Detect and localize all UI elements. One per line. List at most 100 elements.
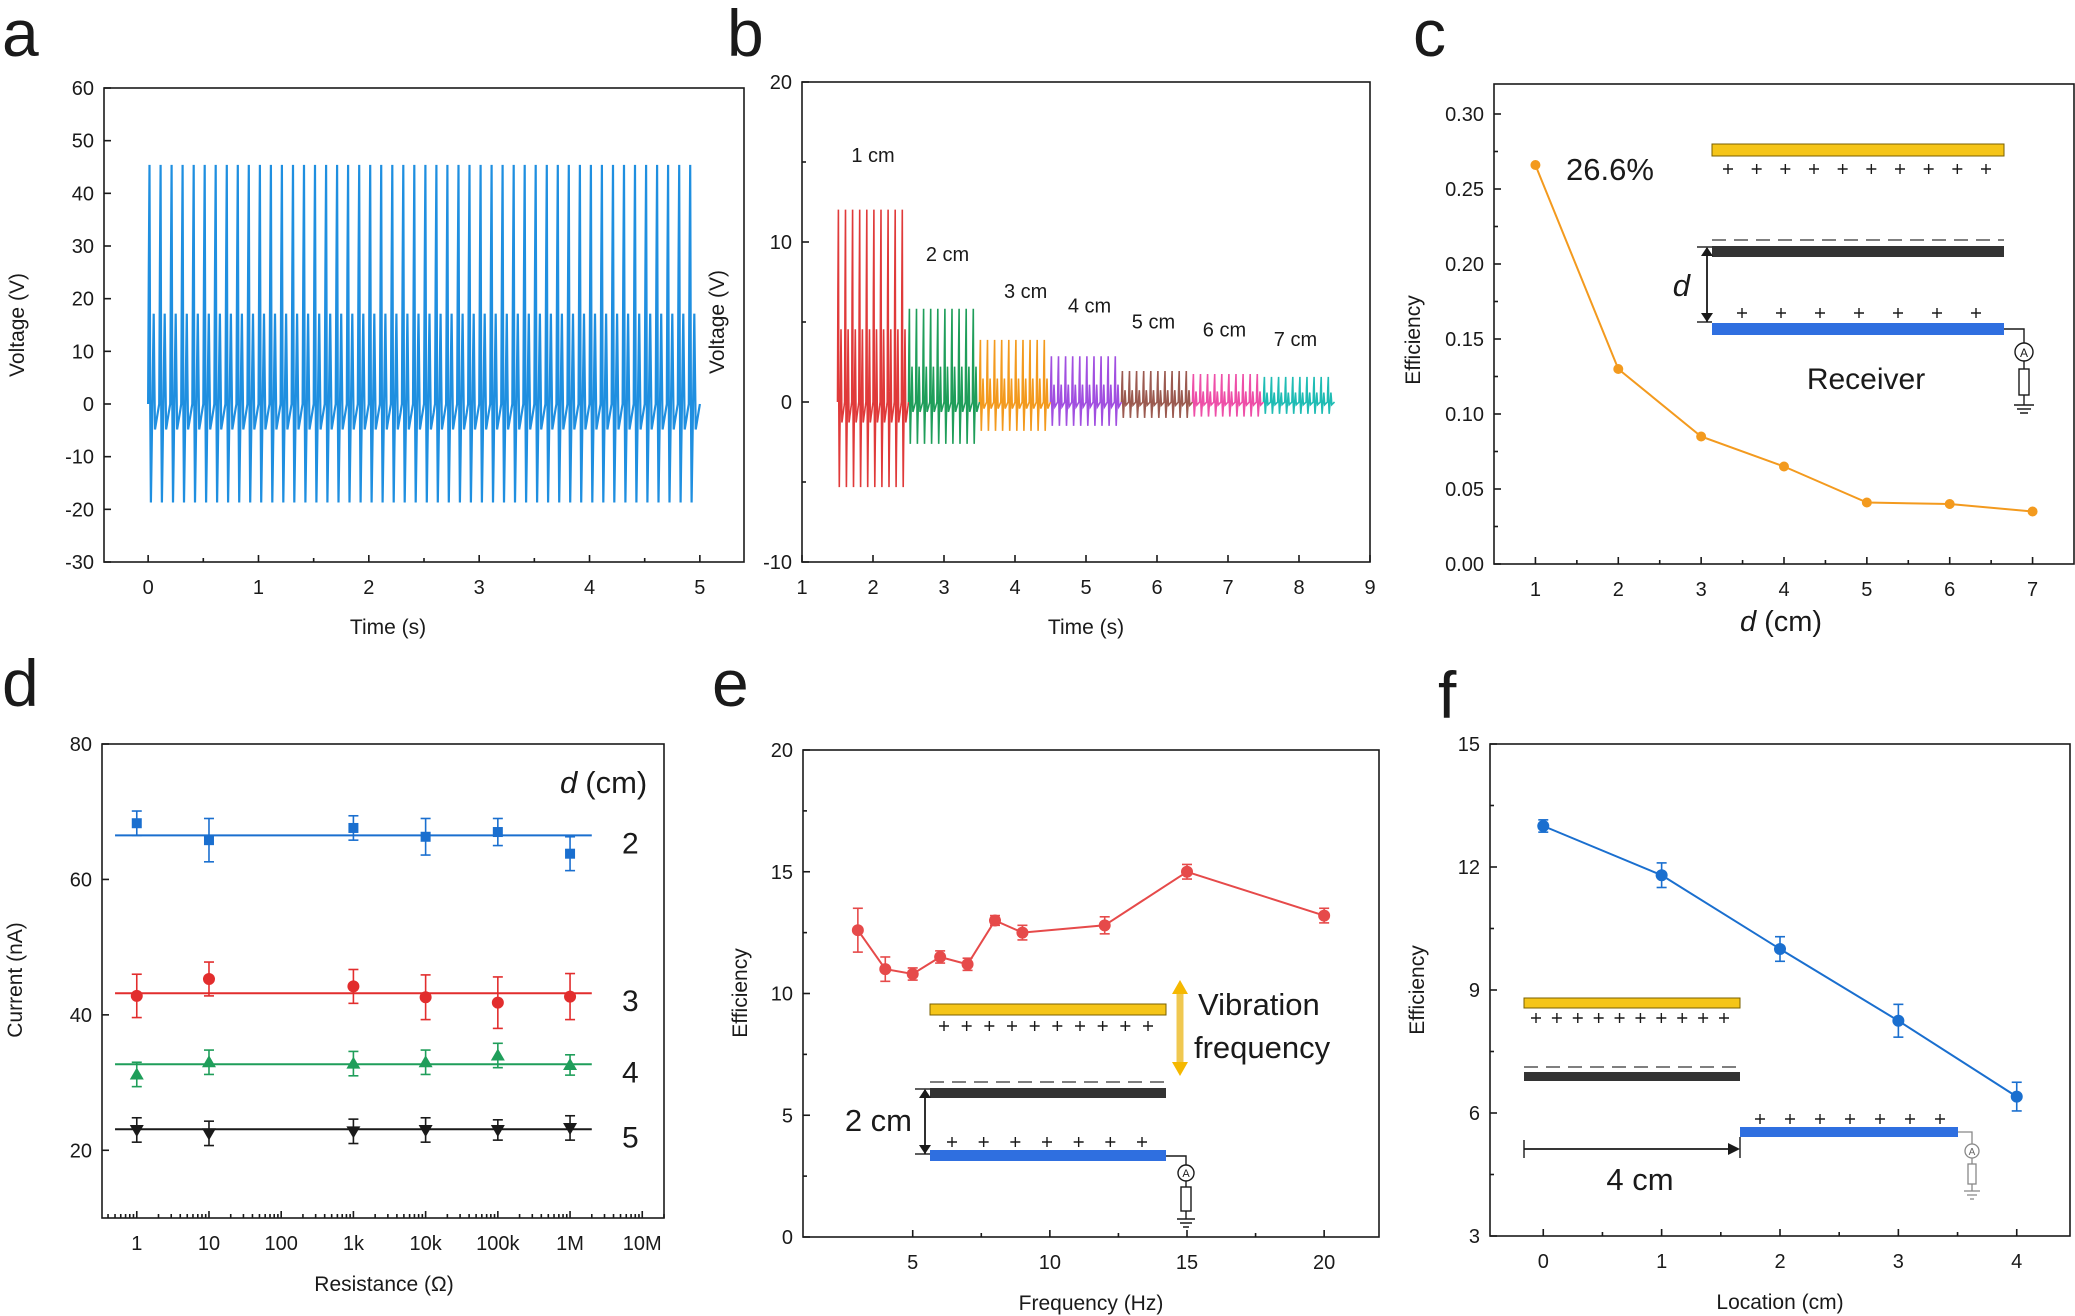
panel-e-y-axis-label: Efficiency bbox=[729, 948, 752, 1038]
panel-f-inset-resistor bbox=[1967, 1163, 1977, 1185]
c-y-tick-label: 0.30 bbox=[1445, 104, 1484, 126]
panel-e-inset-wire bbox=[1166, 1155, 1187, 1165]
panel-b-x-axis-label: Time (s) bbox=[1048, 616, 1124, 639]
panel-d-data-point bbox=[201, 1055, 216, 1068]
panel-d-data-point bbox=[419, 991, 432, 1004]
panel-c-inset-mid-plate bbox=[1712, 246, 2004, 257]
charge-plus-sign bbox=[978, 1137, 989, 1147]
charge-plus-sign bbox=[1572, 1013, 1583, 1023]
b-y-tick-label: -10 bbox=[763, 552, 792, 574]
c-x-tick-label: 3 bbox=[1696, 579, 1707, 601]
panel-e-y-ticks: 0 5 10 15 20 bbox=[771, 740, 810, 1249]
d-y-tick-label: 80 bbox=[70, 734, 92, 756]
panel-d-legend-title: d (cm) bbox=[560, 765, 647, 800]
panel-c-y-ticks: 0.00 0.05 0.10 0.15 0.20 0.25 0.30 bbox=[1445, 104, 1501, 576]
charge-plus-sign bbox=[1895, 164, 1905, 174]
charge-plus-sign bbox=[939, 1021, 949, 1031]
charge-plus-sign bbox=[1656, 1013, 1667, 1023]
panel-c-inset-ammeter-label: A bbox=[2020, 346, 2028, 360]
panel-a-letter: a bbox=[2, 0, 39, 70]
charge-plus-sign bbox=[1097, 1021, 1108, 1031]
panel-c-inset-arrowheads bbox=[1701, 247, 1713, 322]
panel-f-inset-ground bbox=[1964, 1190, 1980, 1200]
panel-b-y-axis-label: Voltage (V) bbox=[706, 270, 729, 374]
a-y-tick-label: 0 bbox=[83, 394, 94, 416]
a-y-tick-label: 20 bbox=[72, 289, 94, 311]
panel-c-x-axis-unit: (cm) bbox=[1764, 606, 1822, 638]
panel-d-legend-label: 2 bbox=[622, 827, 639, 860]
panel-f-letter: f bbox=[1438, 658, 1457, 732]
charge-plus-sign bbox=[1120, 1021, 1131, 1031]
charge-plus-sign bbox=[984, 1021, 995, 1031]
c-y-tick-label: 0.10 bbox=[1445, 404, 1484, 426]
panel-d-data-point bbox=[418, 1124, 433, 1137]
b-x-tick-label: 4 bbox=[1009, 577, 1020, 599]
panel-e-data-point bbox=[934, 950, 947, 963]
panel-f-data-point bbox=[2010, 1090, 2023, 1103]
panel-e-data-point bbox=[851, 924, 864, 937]
panel-a: a 0 1 2 3 4 5 -30 -20 -10 0 10 20 30 40 50 60 Time (s)… bbox=[2, 0, 745, 639]
e-x-tick-label: 5 bbox=[907, 1252, 918, 1274]
charge-plus-sign bbox=[1815, 308, 1825, 318]
panel-f-inset-schematic: 4 cm A bbox=[1523, 997, 1980, 1200]
a-y-tick-label: 40 bbox=[72, 183, 94, 205]
a-x-tick-label: 5 bbox=[694, 577, 705, 599]
charge-plus-sign bbox=[1723, 164, 1733, 174]
panel-d-data-point bbox=[564, 990, 577, 1003]
e-x-tick-label: 20 bbox=[1313, 1252, 1335, 1274]
charge-plus-sign bbox=[1815, 1114, 1825, 1124]
panel-c-inset-ground bbox=[2014, 404, 2034, 414]
charge-plus-sign bbox=[1042, 1137, 1052, 1147]
d-x-tick-label: 1M bbox=[556, 1233, 584, 1255]
panel-c-letter: c bbox=[1413, 0, 1446, 70]
panel-e-efficiency-line bbox=[857, 870, 1325, 976]
panel-d-data-point bbox=[346, 1126, 361, 1139]
panel-c-series-group bbox=[1530, 160, 2038, 517]
panel-d-data-point bbox=[129, 1124, 144, 1137]
f-x-tick-label: 1 bbox=[1656, 1251, 1667, 1273]
panel-c-inset-receiver-label: Receiver bbox=[1807, 363, 1925, 396]
a-y-tick-label: 60 bbox=[72, 78, 94, 100]
panel-e-data-point bbox=[961, 958, 974, 971]
charge-plus-sign bbox=[1677, 1013, 1688, 1023]
charge-plus-sign bbox=[1952, 164, 1963, 174]
panel-f-inset-wire bbox=[1958, 1131, 1973, 1144]
panel-e-inset-receiver-plate bbox=[930, 1150, 1166, 1161]
panel-d-data-point bbox=[420, 831, 431, 842]
panel-d: d 1 10 100 1k 10k 100k 1M 10M 20 40 60 80 2 3 4 5 Res… bbox=[2, 646, 665, 1296]
panel-b-series-label: 4 cm bbox=[1068, 295, 1111, 317]
panel-d-legend-label: 3 bbox=[622, 985, 639, 1018]
panel-b-series-label: 3 cm bbox=[1004, 281, 1047, 303]
charge-plus-sign bbox=[1029, 1021, 1040, 1031]
f-x-tick-label: 4 bbox=[2011, 1251, 2022, 1273]
panel-d-data-point bbox=[346, 1056, 361, 1069]
panel-e-inset-resistor bbox=[1180, 1186, 1192, 1212]
charge-plus-sign bbox=[947, 1137, 957, 1147]
panel-b-series-line bbox=[1049, 356, 1123, 426]
c-x-tick-label: 1 bbox=[1530, 579, 1541, 601]
a-y-tick-label: 50 bbox=[72, 131, 94, 153]
panel-d-data-point bbox=[347, 980, 360, 993]
b-x-tick-label: 9 bbox=[1364, 577, 1375, 599]
panel-b-series-label: 7 cm bbox=[1274, 329, 1317, 351]
panel-e-data-point bbox=[1318, 909, 1331, 922]
panel-b: b 1 2 3 4 5 6 7 8 9 -10 0 10 20 1 cm 2 cm 3 cm 4 cm 5 c… bbox=[706, 0, 1376, 639]
charge-plus-sign bbox=[1845, 1114, 1855, 1124]
panel-f-inset-arrowhead bbox=[1728, 1143, 1740, 1155]
charge-plus-sign bbox=[1137, 1137, 1147, 1147]
panel-c-inset-bottom-charges bbox=[1737, 308, 1981, 318]
panel-d-data-point bbox=[491, 996, 504, 1009]
panel-c-data-point bbox=[1613, 364, 1624, 374]
panel-e-data-point bbox=[906, 968, 919, 981]
charge-plus-sign bbox=[1551, 1013, 1562, 1023]
a-y-tick-label: 10 bbox=[72, 341, 94, 363]
panel-e-inset-mid-plate bbox=[930, 1088, 1166, 1098]
panel-b-y-ticks: -10 0 10 20 bbox=[763, 72, 809, 574]
e-x-tick-label: 15 bbox=[1176, 1252, 1198, 1274]
c-y-tick-label: 0.20 bbox=[1445, 254, 1484, 276]
panel-e-inset-ammeter-label: A bbox=[1182, 1168, 1190, 1180]
charge-plus-sign bbox=[1698, 1013, 1709, 1023]
c-x-tick-label: 6 bbox=[1944, 579, 1955, 601]
